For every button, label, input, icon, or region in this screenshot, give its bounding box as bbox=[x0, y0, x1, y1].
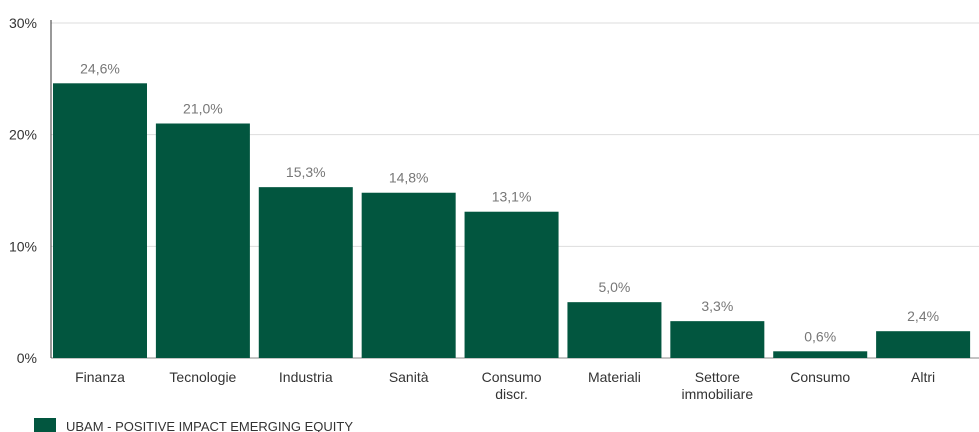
category-label: Finanza bbox=[75, 369, 125, 385]
bar bbox=[876, 331, 971, 358]
data-label: 24,6% bbox=[80, 60, 120, 76]
y-axis-ticks: 0% 10% 20% 30% bbox=[9, 15, 37, 366]
legend-swatch bbox=[34, 418, 56, 432]
bar bbox=[155, 123, 250, 358]
bar bbox=[258, 187, 353, 358]
bar bbox=[53, 83, 147, 359]
y-tick-label: 30% bbox=[9, 15, 37, 31]
category-label: Tecnologie bbox=[169, 369, 236, 385]
data-label: 5,0% bbox=[598, 279, 630, 295]
data-label: 13,1% bbox=[492, 189, 532, 205]
legend: UBAM - POSITIVE IMPACT EMERGING EQUITY bbox=[34, 418, 353, 432]
category-label: Altri bbox=[911, 369, 935, 385]
bar bbox=[361, 192, 456, 358]
legend-label: UBAM - POSITIVE IMPACT EMERGING EQUITY bbox=[66, 419, 353, 432]
y-tick-label: 0% bbox=[17, 350, 37, 366]
bars bbox=[53, 83, 971, 359]
data-label: 0,6% bbox=[804, 328, 836, 344]
data-label: 2,4% bbox=[907, 308, 939, 324]
category-label: Industria bbox=[279, 369, 333, 385]
category-label: Consumo discr. bbox=[482, 369, 542, 402]
bar bbox=[670, 321, 765, 358]
category-label: Sanità bbox=[389, 369, 429, 385]
category-label: Settore immobiliare bbox=[682, 369, 754, 402]
data-label: 14,8% bbox=[389, 170, 429, 186]
category-labels: Finanza Tecnologie Industria Sanità Consumo d… bbox=[75, 369, 935, 402]
data-label: 15,3% bbox=[286, 164, 326, 180]
y-tick-label: 20% bbox=[9, 127, 37, 143]
category-label: Materiali bbox=[588, 369, 641, 385]
bar bbox=[773, 351, 868, 358]
data-label: 21,0% bbox=[183, 101, 223, 117]
y-tick-label: 10% bbox=[9, 238, 37, 254]
category-label: Consumo bbox=[790, 369, 850, 385]
data-label: 3,3% bbox=[701, 298, 733, 314]
data-labels: 24,6% 21,0% 15,3% 14,8% 13,1% 5,0% 3,3% 0,6% 2,4… bbox=[80, 60, 939, 344]
bar bbox=[567, 302, 662, 358]
bar bbox=[464, 211, 559, 358]
